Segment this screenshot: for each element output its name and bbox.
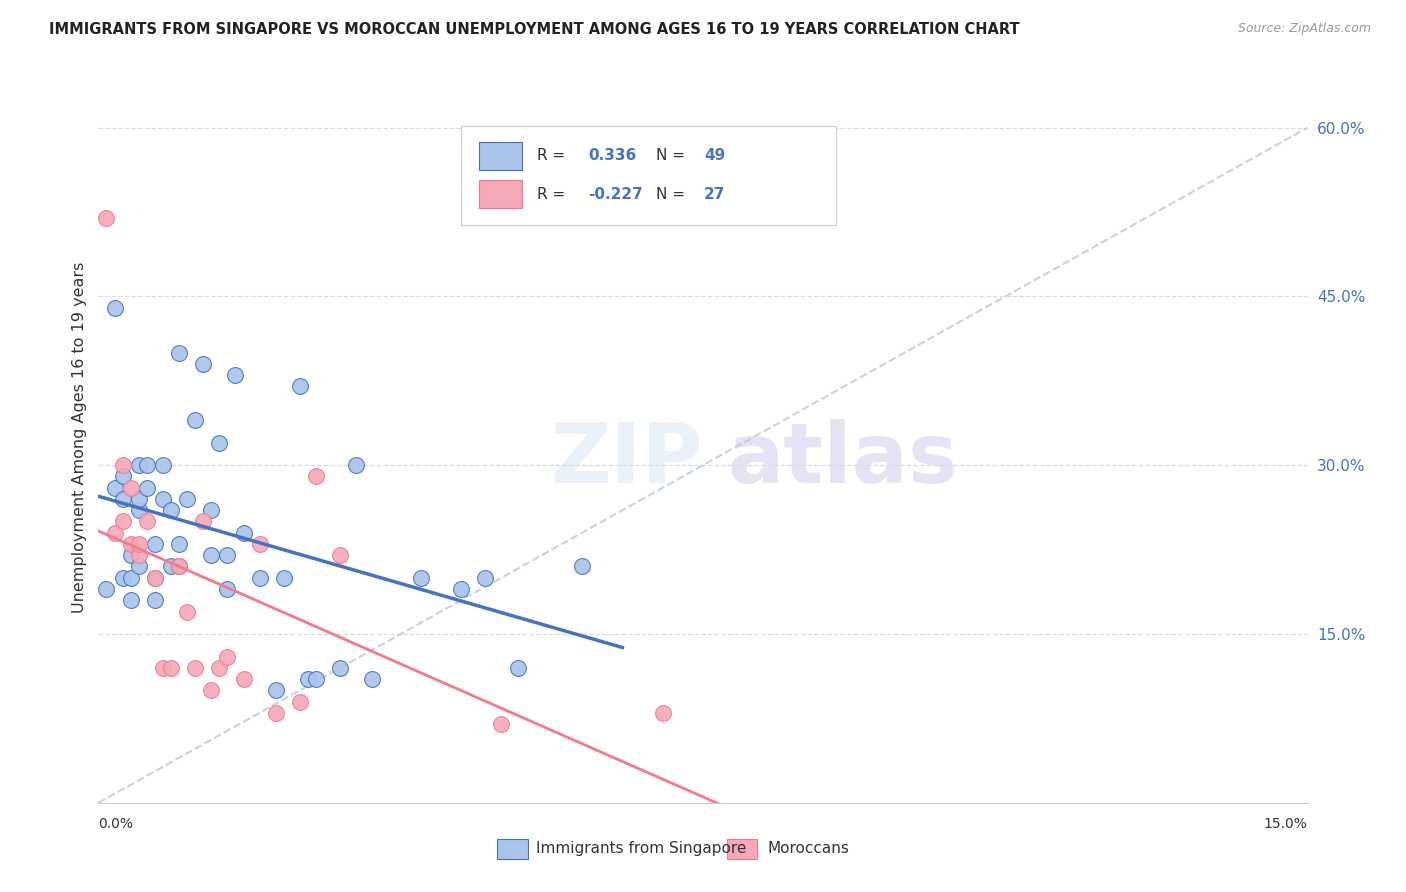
Point [193,357,215,371]
Point [409,571,432,585]
Point [264,706,287,720]
Point [143,537,166,551]
Point [111,491,134,506]
Point [128,458,150,473]
Point [120,548,142,562]
Text: -0.227: -0.227 [588,186,643,202]
Point [152,491,174,506]
Point [361,672,384,686]
Point [571,559,593,574]
Point [135,515,157,529]
Point [200,683,222,698]
Text: 15.0%: 15.0% [1264,817,1308,831]
FancyBboxPatch shape [479,180,522,208]
Point [143,593,166,607]
Y-axis label: Unemployment Among Ages 16 to 19 years: Unemployment Among Ages 16 to 19 years [72,261,87,613]
Point [167,559,190,574]
FancyBboxPatch shape [479,143,522,170]
Text: atlas: atlas [727,418,957,500]
Point [143,571,166,585]
Text: R =: R = [537,148,565,163]
FancyBboxPatch shape [498,838,527,859]
Text: Moroccans: Moroccans [768,841,849,856]
Point [96,211,118,225]
Point [160,661,183,675]
Point [208,435,231,450]
Point [273,571,295,585]
Point [120,481,142,495]
Point [128,537,150,551]
Point [135,481,157,495]
Point [200,548,222,562]
Point [208,661,231,675]
Point [128,559,150,574]
Text: IMMIGRANTS FROM SINGAPORE VS MOROCCAN UNEMPLOYMENT AMONG AGES 16 TO 19 YEARS COR: IMMIGRANTS FROM SINGAPORE VS MOROCCAN UN… [49,22,1019,37]
Point [288,379,311,393]
Point [329,548,352,562]
Point [249,571,271,585]
Text: R =: R = [537,186,565,202]
Text: Immigrants from Singapore: Immigrants from Singapore [536,841,747,856]
Point [305,672,328,686]
Point [297,672,319,686]
Point [111,515,134,529]
Point [232,525,254,540]
Point [103,481,125,495]
Point [152,661,174,675]
Point [111,571,134,585]
Text: 49: 49 [704,148,725,163]
Point [184,413,207,427]
Point [128,548,150,562]
Text: 27: 27 [704,186,725,202]
Point [176,491,198,506]
Text: N =: N = [655,148,685,163]
Point [103,525,125,540]
Text: 0.0%: 0.0% [98,817,134,831]
Point [329,661,352,675]
Point [217,548,239,562]
Point [96,582,118,596]
Text: N =: N = [655,186,685,202]
Point [120,571,142,585]
Point [143,571,166,585]
Text: Source: ZipAtlas.com: Source: ZipAtlas.com [1237,22,1371,36]
Point [232,672,254,686]
Point [167,345,190,359]
Point [160,503,183,517]
Point [176,605,198,619]
Text: 0.336: 0.336 [588,148,637,163]
Point [491,717,513,731]
Point [450,582,472,596]
Point [344,458,367,473]
Point [128,491,150,506]
Point [474,571,496,585]
Point [288,694,311,708]
Point [249,537,271,551]
Point [264,683,287,698]
Point [167,559,190,574]
Point [651,706,673,720]
Point [305,469,328,483]
Point [167,537,190,551]
Text: ZIP: ZIP [551,418,703,500]
Point [160,559,183,574]
Point [128,503,150,517]
Point [111,469,134,483]
Point [184,661,207,675]
Point [103,301,125,315]
Point [111,458,134,473]
Point [224,368,246,383]
Point [200,503,222,517]
Point [120,537,142,551]
FancyBboxPatch shape [727,838,758,859]
Point [217,582,239,596]
Point [193,515,215,529]
FancyBboxPatch shape [461,126,837,225]
Point [506,661,529,675]
Point [135,458,157,473]
Point [120,593,142,607]
Point [152,458,174,473]
Point [217,649,239,664]
